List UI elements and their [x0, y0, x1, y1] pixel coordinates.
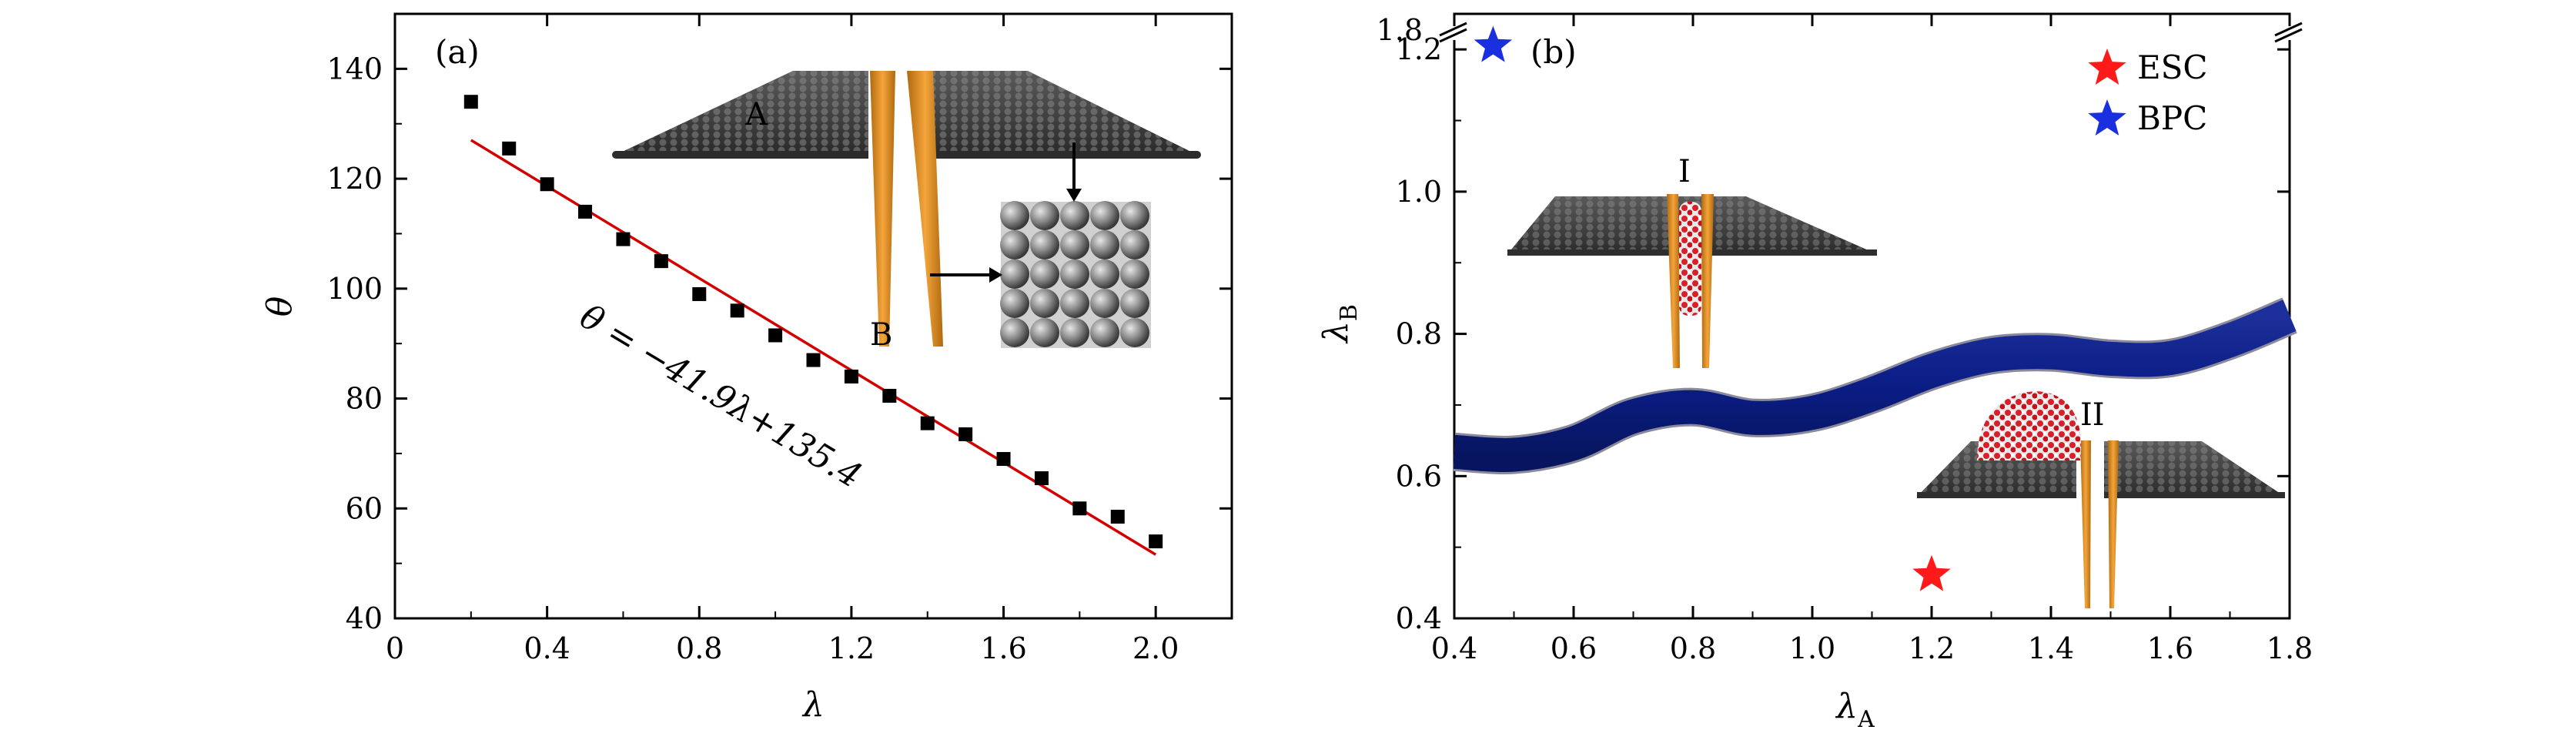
- panel-b-x-tick-label: 1.4: [2028, 631, 2074, 665]
- panel-b-y-tick-label: 1.2: [1396, 32, 1442, 66]
- panel-a-x-tick-label: 0: [386, 631, 404, 665]
- panel-b-x-label-main: λ: [1835, 687, 1858, 726]
- panel-a-x-tick-label: 2.0: [1132, 631, 1179, 665]
- data-point: [1110, 509, 1125, 524]
- legend-esc-marker: [2088, 49, 2126, 85]
- panel-b-y-tick-label: 0.6: [1396, 459, 1442, 493]
- legend-bpc-label: BPC: [2137, 99, 2207, 137]
- panel-a-y-label: θ: [260, 296, 299, 317]
- panel-b-points: [1474, 25, 1951, 591]
- legend-bpc-marker: [2088, 99, 2126, 136]
- point-bpc: [1474, 25, 1513, 62]
- arrow-head-down: [1066, 189, 1082, 202]
- panel-a-y-tick-label: 140: [326, 52, 383, 85]
- inset-ii-wall-right: [2108, 440, 2119, 608]
- inset-i-water: [1679, 202, 1701, 316]
- inset-ii: II: [1917, 391, 2285, 608]
- panel-a-y-tick-label: 60: [346, 491, 383, 525]
- inset-i-label: I: [1678, 154, 1691, 189]
- panel-b: 1.8 0.4 0.6 0.8 1.0 1.2 1.4 1.6 1.8 0.4 0.6 0.8 1.0…: [1316, 12, 2313, 733]
- panel-b-x-label: λA: [1835, 687, 1875, 733]
- data-point: [920, 416, 935, 430]
- data-point: [1034, 471, 1049, 486]
- panel-a-y-tick-label: 80: [346, 382, 383, 416]
- inset-label-a: A: [744, 97, 768, 132]
- data-point: [1072, 501, 1087, 516]
- panel-b-ticks: [1453, 14, 2291, 620]
- inset-label-b: B: [870, 317, 892, 353]
- panel-a-x-tick-label: 1.2: [828, 631, 875, 665]
- data-point: [578, 204, 593, 219]
- panel-a-data-points: [463, 95, 1163, 549]
- panel-a-x-tick-label: 0.8: [676, 631, 722, 665]
- panel-b-y-label: λB: [1316, 304, 1363, 344]
- panel-b-x-tick-label: 0.6: [1551, 631, 1597, 665]
- legend-esc-label: ESC: [2137, 49, 2208, 86]
- panel-b-x-label-sub: A: [1857, 706, 1875, 733]
- panel-b-x-tick-label: 1.8: [2267, 631, 2313, 665]
- data-point: [768, 328, 783, 343]
- panel-b-x-tick-label: 1.6: [2147, 631, 2193, 665]
- data-point: [540, 177, 554, 192]
- data-point: [882, 388, 897, 403]
- panel-b-x-tick-label: 0.8: [1670, 631, 1716, 665]
- panel-a-frame: [393, 12, 1233, 620]
- data-point: [730, 303, 744, 318]
- data-point: [1149, 534, 1163, 549]
- boundary-band: [1453, 300, 2297, 472]
- panel-b-x-tick-label: 0.4: [1431, 631, 1477, 665]
- data-point: [616, 232, 631, 246]
- inset-i-wall-left: [1667, 194, 1680, 368]
- data-point: [692, 286, 707, 301]
- data-point: [463, 95, 478, 109]
- panel-a-x-label: λ: [801, 685, 825, 725]
- panel-b-x-tick-label: 1.2: [1909, 631, 1955, 665]
- panel-a-x-tick-label: 0.4: [524, 631, 570, 665]
- panel-b-label: (b): [1531, 33, 1577, 71]
- panel-b-tick-labels: 0.4 0.6 0.8 1.0 1.2 1.4 1.6 1.8 0.4 0.6 0.8 1.0 1.2: [1396, 32, 2313, 665]
- panel-a-y-tick-label: 100: [326, 272, 383, 306]
- data-point: [502, 141, 517, 156]
- axis-break: [1439, 22, 2303, 43]
- panel-b-y-tick-label: 0.8: [1396, 317, 1442, 351]
- panel-a-y-tick-label: 40: [346, 601, 383, 635]
- panel-b-y-label-main: λ: [1316, 321, 1356, 344]
- panel-a-ticks: [393, 14, 1233, 620]
- point-esc: [1912, 554, 1951, 591]
- data-point: [844, 370, 858, 383]
- panel-b-y-tick-label: 1.0: [1396, 175, 1442, 209]
- panel-b-y-label-sub: B: [1336, 304, 1363, 321]
- panel-b-x-tick-label: 1.0: [1789, 631, 1835, 665]
- pore-wall-left: [870, 71, 895, 347]
- inset-i: I: [1507, 154, 1877, 368]
- data-point: [806, 353, 821, 367]
- panel-a-y-tick-label: 120: [326, 162, 383, 196]
- panel-a-label: (a): [435, 33, 480, 71]
- inset-i-wall-right: [1701, 194, 1714, 368]
- panel-b-y-label-group: λB: [1316, 304, 1363, 344]
- legend: ESC BPC: [2088, 49, 2208, 137]
- data-point: [996, 452, 1011, 467]
- panel-a-tick-labels: 0 0.4 0.8 1.2 1.6 2.0 40 60 80 100 120 140: [326, 52, 1179, 665]
- data-point: [654, 254, 668, 269]
- panel-a-inset-pore: A B: [612, 68, 1201, 353]
- axis-break-label: 1.8: [1377, 13, 1423, 47]
- data-point: [958, 427, 973, 441]
- panel-b-y-tick-label: 0.4: [1396, 601, 1442, 635]
- fit-equation: θ = −41.9λ+135.4: [573, 297, 868, 496]
- inset-ii-droplet: [1977, 391, 2082, 460]
- atom-lattice: [1000, 201, 1151, 348]
- pore-wall-right: [907, 71, 943, 347]
- arrow-head-right: [989, 267, 1002, 283]
- inset-ii-wall-left: [2080, 440, 2091, 608]
- inset-ii-label: II: [2080, 397, 2105, 433]
- panel-a-x-tick-label: 1.6: [980, 631, 1026, 665]
